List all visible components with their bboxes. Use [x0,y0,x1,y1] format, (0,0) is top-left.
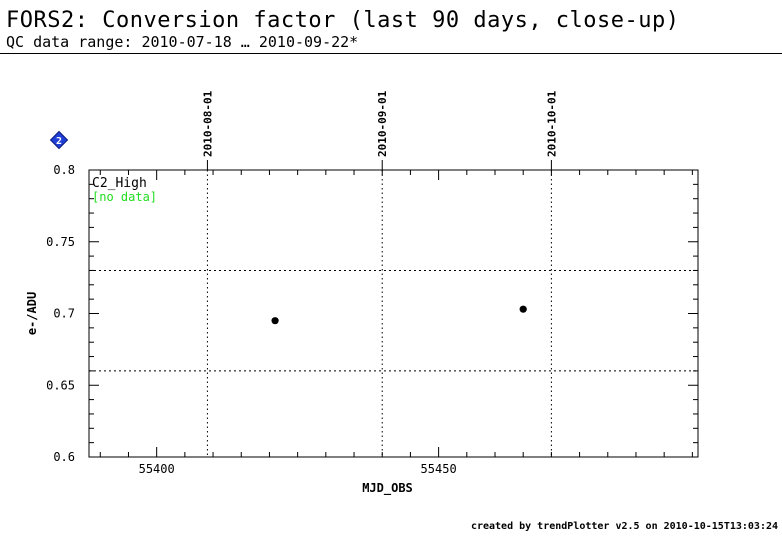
footer-credit: created by trendPlotter v2.5 on 2010-10-… [470,521,778,532]
legend-no-data-note: [no data] [92,190,157,204]
date-marker-label: 2010-10-01 [545,90,558,157]
y-tick-label: 0.75 [46,235,75,249]
y-tick-label: 0.65 [46,378,75,392]
y-tick-label: 0.6 [53,450,75,464]
title-divider [0,53,782,54]
y-axis-label: e-/ADU [25,292,39,335]
date-marker-label: 2010-08-01 [201,90,214,157]
date-marker-label: 2010-09-01 [376,90,389,157]
data-point [519,305,527,313]
x-tick-label: 55400 [139,462,175,476]
x-axis-label: MJD_OBS [362,481,413,496]
y-tick-label: 0.8 [53,163,75,177]
chart-title: FORS2: Conversion factor (last 90 days, … [6,8,680,33]
plot-number-badge-icon[interactable] [49,130,69,150]
y-tick-label: 0.7 [53,307,75,321]
data-point [271,317,279,325]
plot-frame [88,169,699,458]
legend-series-label: C2_High [92,176,147,191]
plot-number-badge-label: 2 [56,136,62,147]
x-tick-label: 55450 [421,462,457,476]
chart-subtitle: QC data range: 2010-07-18 … 2010-09-22* [6,33,359,51]
